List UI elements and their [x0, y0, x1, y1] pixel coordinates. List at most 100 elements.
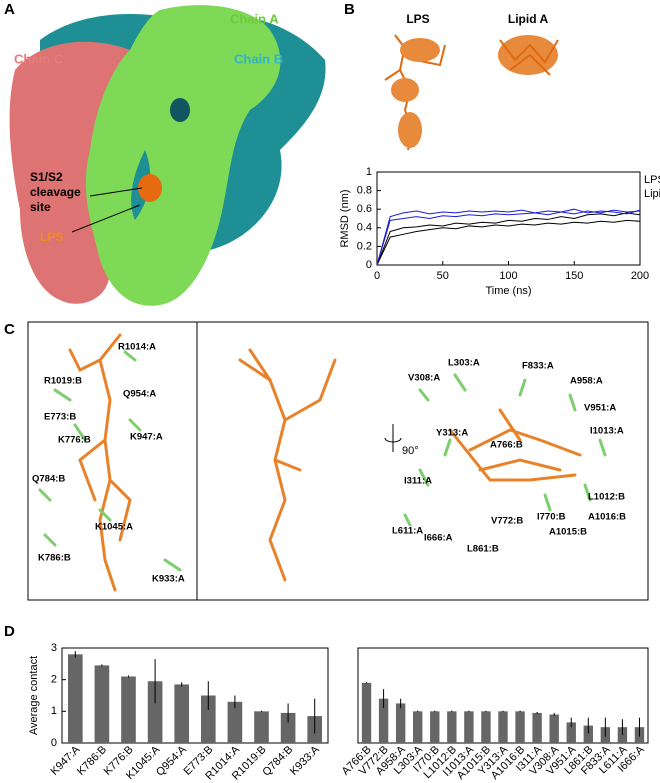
bar [617, 727, 628, 743]
panel-frame [27, 321, 649, 601]
rotation-label: 90° [402, 445, 419, 457]
legend-label: LPS [644, 174, 660, 186]
molecule-title: LPS [406, 12, 429, 26]
chain-label: Chain C [14, 51, 64, 66]
data-line [376, 212, 641, 266]
y-axis-label: RMSD (nm) [339, 189, 351, 247]
bar [413, 711, 423, 743]
residue-label: Q784:B [32, 474, 65, 485]
residue-label: K786:B [38, 553, 71, 564]
panel-label: D [4, 623, 15, 640]
x-tick-label: 200 [631, 270, 649, 282]
x-tick-label: 0 [374, 270, 380, 282]
panel-label: A [4, 1, 15, 18]
residue-label: V951:A [584, 403, 616, 414]
bar [395, 703, 406, 743]
residue-label: I1013:A [590, 426, 624, 437]
bar [464, 711, 474, 743]
molecule-title: Lipid A [508, 12, 549, 26]
bar [121, 676, 136, 743]
residue-label: K776:B [58, 435, 91, 446]
residue-label: Y313:A [436, 428, 468, 439]
bar [532, 712, 542, 743]
x-tick-label: 50 [437, 270, 449, 282]
residue-label: I666:A [424, 533, 453, 544]
bar [378, 698, 389, 743]
residue-label: E773:B [44, 412, 76, 423]
x-tick-label: 150 [565, 270, 583, 282]
residue-label: A1015:B [549, 527, 587, 538]
bar [549, 714, 559, 743]
bar [280, 712, 296, 743]
molecule-ensemble [384, 34, 559, 151]
residue-label: R1019:B [44, 376, 82, 387]
residue-label: V308:A [408, 373, 440, 384]
bar [361, 682, 372, 743]
y-tick-label: 1 [366, 166, 372, 178]
legend-label: Lipid A [644, 188, 660, 200]
annotation: cleavage [30, 185, 81, 199]
plot-frame [376, 171, 641, 266]
x-tick-label: Q784:B [260, 744, 295, 779]
y-tick-label: 0 [366, 259, 372, 271]
y-tick-label: 2 [51, 674, 57, 686]
residue-label: I770:B [537, 512, 566, 523]
y-tick-label: 3 [51, 642, 57, 654]
bar [430, 711, 440, 743]
panel-label: C [4, 321, 15, 338]
y-tick-label: 0.2 [357, 240, 372, 252]
bar [147, 681, 163, 743]
protein-surface [9, 5, 326, 306]
plot-frame [61, 647, 329, 744]
residue-label: K933:A [152, 574, 185, 585]
residue-label: R1014:A [118, 342, 156, 353]
y-tick-label: 0.6 [357, 203, 372, 215]
chain-label: Chain A [230, 11, 279, 26]
panel-label: B [344, 1, 355, 18]
residue-label: K1045:A [95, 522, 133, 533]
y-tick-label: 1 [51, 705, 57, 717]
residue-label: I311:A [404, 476, 432, 487]
residue-label: A1016:B [588, 512, 626, 523]
bar [67, 654, 83, 743]
residue-labels: L303:A F833:A V308:A A958:A V951:A Y313:A I101… [392, 358, 626, 555]
chain-label: Chain B [234, 51, 283, 66]
residue-label: L1012:B [588, 492, 625, 503]
bar [498, 711, 508, 743]
bar [174, 684, 190, 743]
bar [583, 725, 593, 743]
y-axis-label: Average contact [28, 656, 40, 735]
residue-label: A766:B [490, 440, 523, 451]
annotation: site [30, 200, 51, 214]
residue-label: A958:A [570, 376, 603, 387]
x-tick-label: Q954:A [154, 743, 189, 778]
x-tick-label: K933:A [288, 743, 322, 777]
bar [254, 711, 269, 743]
bar [200, 695, 216, 743]
lps-structure [68, 333, 582, 592]
residue-label: K947:A [130, 432, 163, 443]
y-tick-label: 0 [51, 737, 57, 749]
residue-label: V772:B [491, 516, 523, 527]
bar [515, 711, 525, 743]
y-tick-label: 0.4 [357, 222, 372, 234]
residue-label: Q954:A [123, 389, 156, 400]
bar [227, 701, 243, 743]
residue-sticks [38, 350, 607, 572]
residue-label: F833:A [522, 361, 554, 372]
data-line [376, 208, 641, 266]
bar [481, 711, 491, 743]
annotation: S1/S2 [30, 170, 63, 184]
residue-label: L861:B [467, 544, 499, 555]
residue-label: L303:A [448, 358, 480, 369]
annotation: LPS [40, 230, 63, 244]
data-line [376, 209, 641, 266]
bar [447, 711, 457, 743]
residue-label: L611:A [392, 526, 423, 537]
y-tick-label: 0.8 [357, 185, 372, 197]
data-line [376, 219, 641, 266]
bar [94, 665, 110, 743]
residue-labels: R1014:A R1019:B Q954:A E773:B K776:B K947:A Q7… [32, 342, 185, 585]
bar [566, 722, 576, 743]
